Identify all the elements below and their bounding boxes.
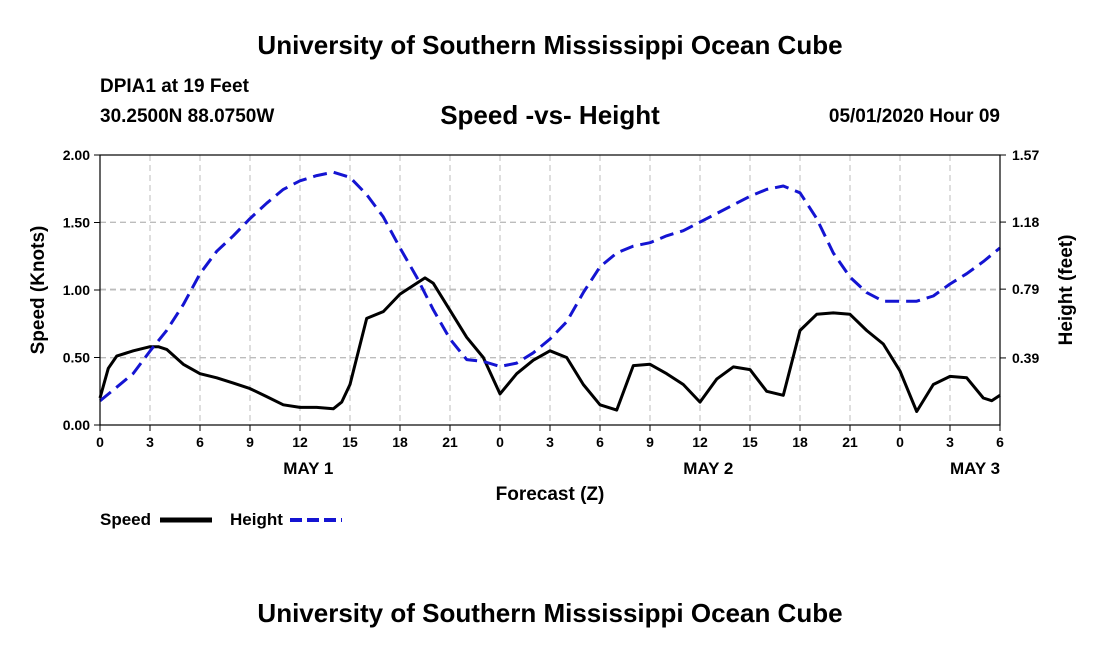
x-tick-label: 0 [96,434,104,450]
x-tick-label: 3 [546,434,554,450]
x-tick-label: 21 [442,434,458,450]
legend: Speed Height [100,510,342,529]
series-line-height [99,170,1001,403]
x-tick-label: 6 [996,434,1004,450]
chart-title: Speed -vs- Height [440,100,660,130]
x-tick-label: 6 [596,434,604,450]
x-tick-label: 9 [246,434,254,450]
y2-axis-label: Height (feet) [1056,235,1077,346]
station-coordinates: 30.2500N 88.0750W [100,106,275,127]
y2-tick-label: 0.79 [1012,281,1039,297]
date-label: MAY 3 [950,459,1000,478]
x-tick-label: 9 [646,434,654,450]
x-tick-label: 0 [496,434,504,450]
axes: 0 3 6 9 12 15 18 21 0 3 6 9 12 15 18 21 0 3 6 0.00 0.50 1.00 1… [63,147,1040,478]
legend-label-speed: Speed [100,510,151,529]
x-axis-label: Forecast (Z) [496,484,605,505]
series-lines [98,170,1001,413]
date-label: MAY 2 [683,459,733,478]
series-line-speed [98,276,1001,413]
forecast-datetime: 05/01/2020 Hour 09 [828,106,1000,127]
x-tick-label: 6 [196,434,204,450]
x-tick-label: 0 [896,434,904,450]
y-tick-label: 1.50 [63,215,90,231]
date-label: MAY 1 [283,459,333,478]
x-tick-label: 15 [742,434,758,450]
y2-tick-label: 0.39 [1012,350,1039,366]
station-label: DPIA1 at 19 Feet [100,76,249,97]
x-tick-label: 12 [692,434,708,450]
y-tick-label: 0.00 [63,417,90,433]
page-title: University of Southern Mississippi Ocean… [257,30,843,60]
y-tick-label: 2.00 [63,147,90,163]
x-tick-label: 18 [792,434,808,450]
y2-tick-label: 1.57 [1012,147,1039,163]
x-tick-label: 21 [842,434,858,450]
y-tick-label: 1.00 [63,282,90,298]
x-tick-label: 18 [392,434,408,450]
y2-tick-label: 1.18 [1012,214,1039,230]
footer-title: University of Southern Mississippi Ocean… [257,598,843,628]
x-tick-label: 15 [342,434,358,450]
x-tick-label: 3 [946,434,954,450]
x-tick-label: 12 [292,434,308,450]
x-tick-label: 3 [146,434,154,450]
y-axis-label: Speed (Knots) [28,226,49,355]
legend-label-height: Height [230,510,283,529]
y-tick-label: 0.50 [63,350,90,366]
